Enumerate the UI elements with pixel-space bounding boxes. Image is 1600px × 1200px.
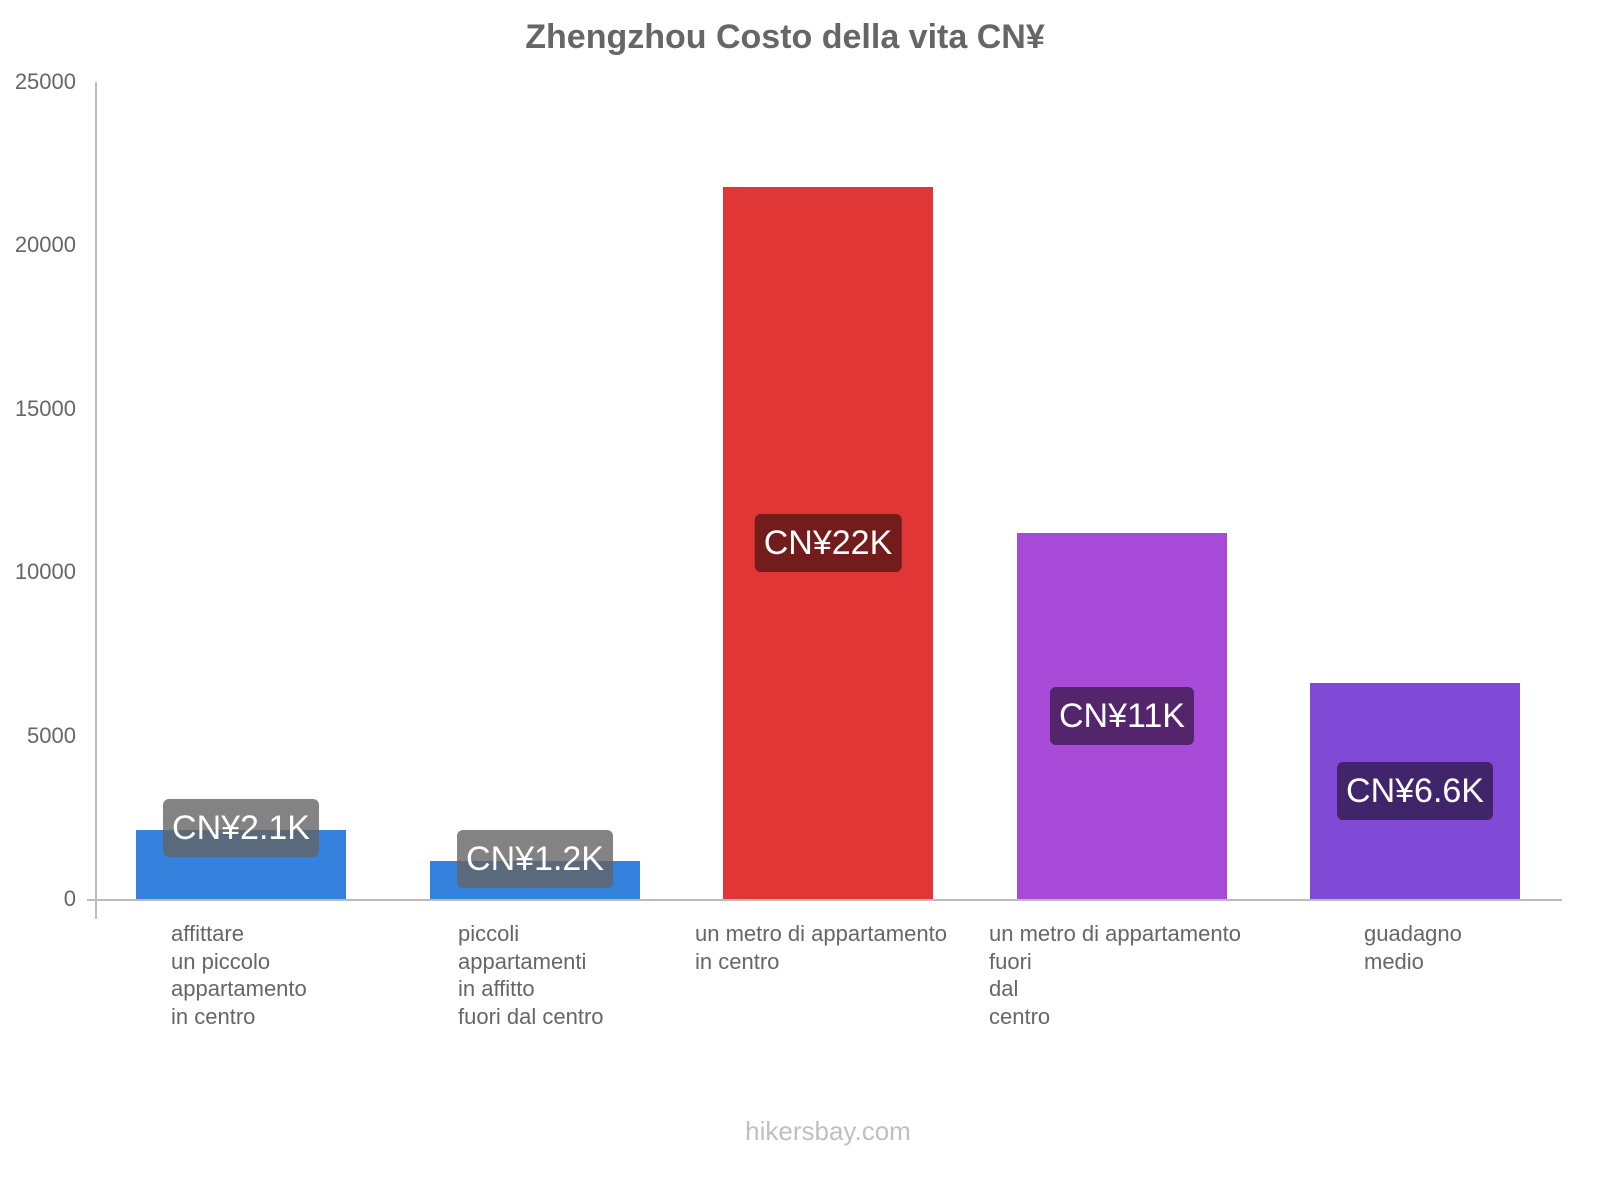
y-tick-10000: 10000 xyxy=(14,559,76,584)
y-axis xyxy=(95,82,97,919)
x-label-1: piccoli appartamenti in affitto fuori da… xyxy=(458,921,604,1029)
y-tick-15000: 15000 xyxy=(14,396,76,421)
y-tick-5000: 5000 xyxy=(27,723,76,748)
x-label-4: guadagno medio xyxy=(1364,921,1462,974)
x-label-2: un metro di appartamento in centro xyxy=(695,921,947,974)
y-tick-0: 0 xyxy=(63,886,76,911)
y-tick-25000: 25000 xyxy=(14,69,76,94)
chart-title: Zhengzhou Costo della vita CN¥ xyxy=(525,18,1045,56)
bar-value-label-0: CN¥2.1K xyxy=(163,799,319,858)
watermark: hikersbay.com xyxy=(745,1116,911,1146)
bar-value-label-1: CN¥1.2K xyxy=(457,830,613,889)
x-label-0: affittare un piccolo appartamento in cen… xyxy=(171,921,307,1029)
bar-value-label-3: CN¥11K xyxy=(1050,686,1194,745)
bar-value-label-2: CN¥22K xyxy=(754,513,902,572)
x-label-3: un metro di appartamento fuori dal centr… xyxy=(989,921,1241,1029)
y-tick-20000: 20000 xyxy=(14,232,76,257)
x-axis xyxy=(87,899,1562,901)
bar-value-label-4: CN¥6.6K xyxy=(1337,762,1493,821)
